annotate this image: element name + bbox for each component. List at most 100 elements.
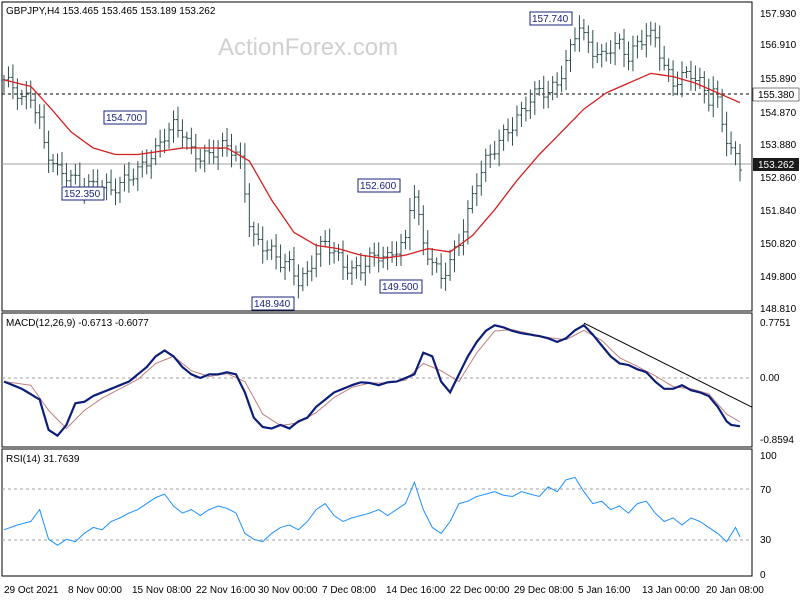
annotation: 152.350 [61,186,105,201]
annotation-label: 152.350 [64,189,101,200]
price-bar [269,239,274,260]
rsi-line [3,476,741,546]
price-bar [412,185,417,219]
price-bar [104,173,109,201]
price-bar [675,71,680,96]
price-bar [693,65,698,91]
macd-label: MACD(12,26,9) -0.6713 -0.6077 [6,318,149,329]
price-bar [488,144,493,169]
price-bar [733,141,738,166]
price-bar [519,101,524,128]
price-tick: 154.870 [760,108,797,119]
rsi-tick: 30 [760,535,772,546]
price-tick: 150.820 [760,239,797,250]
price-bar [198,148,203,169]
price-bar [514,105,519,137]
price-bar [189,127,194,155]
price-bar [572,27,577,52]
price-bar [724,111,729,157]
price-bar [113,178,118,206]
price-tick: 155.890 [760,74,797,85]
annotation: 148.940 [251,296,295,311]
price-tick: 156.910 [760,40,797,51]
price-bar [666,58,671,83]
price-bar [367,247,372,274]
current-price-value: 153.262 [758,160,795,171]
price-bar [309,255,314,282]
price-bar [720,88,725,133]
price-bar [332,241,337,264]
time-label: 5 Jan 16:00 [578,585,631,596]
annotation-label: 152.600 [360,181,397,192]
price-bar [662,45,667,71]
price-bar [251,221,256,247]
price-bar [126,162,131,193]
price-bar [622,28,627,68]
time-label: 13 Jan 00:00 [642,585,700,596]
price-bar [202,144,207,173]
rsi-tick: 70 [760,485,772,496]
price-bar [323,230,328,248]
price-bar [300,267,305,292]
price-bar [265,240,270,261]
price-bar [430,247,435,276]
price-bar [19,89,24,106]
price-bar [390,241,395,263]
marker-line-tag [752,87,800,102]
price-panel-frame [1,1,753,312]
price-bar [158,129,163,158]
price-tick: 157.930 [760,9,797,20]
price-bar [278,244,283,273]
price-bar [260,226,265,264]
time-label: 15 Nov 08:00 [132,585,192,596]
price-bar [291,246,296,286]
price-bar [604,42,609,62]
price-bar [506,118,511,142]
price-bar [497,129,502,167]
annotation: 152.600 [357,178,401,193]
price-bar [55,153,60,176]
price-bar [109,169,114,196]
macd-tick: 0.7751 [760,318,791,329]
price-bar [305,261,310,287]
price-bar [564,49,569,91]
price-bar [470,185,475,214]
price-bar [461,219,466,256]
price-bar [131,168,136,186]
time-label: 30 Nov 00:00 [258,585,318,596]
price-bar [465,200,470,245]
price-bar [287,251,292,272]
price-bar [706,78,711,112]
annotation-label: 149.500 [382,282,419,293]
price-bar [193,133,198,172]
time-axis: 29 Oct 2021 8 Nov 00:00 15 Nov 08:00 22 … [4,585,764,596]
price-bar [443,262,448,291]
price-bar [394,241,399,267]
price-bar [550,76,555,101]
time-label: 29 Dec 08:00 [514,585,574,596]
rsi-axis: 100 70 30 0 [760,451,777,581]
price-bar [140,150,145,178]
price-bar [296,264,301,299]
price-bar [688,60,693,91]
macd-line [3,323,741,438]
price-bar [528,89,533,119]
price-bar [381,246,386,269]
price-bar [474,173,479,207]
price-tick: 149.800 [760,272,797,283]
price-bar [33,92,38,124]
price-bar [711,76,716,118]
price-bar [729,131,734,155]
price-bar [684,66,689,79]
price-bar [639,29,644,51]
price-bar [73,163,78,185]
price-bar [644,23,649,58]
macd-tick: -0.8594 [760,435,794,446]
price-bar [613,31,618,66]
annotation-label: 148.940 [254,299,291,310]
price-bar [648,21,653,46]
price-bar [577,15,582,52]
price-bar [59,151,64,186]
price-bar [510,117,515,146]
price-bar [523,96,528,122]
